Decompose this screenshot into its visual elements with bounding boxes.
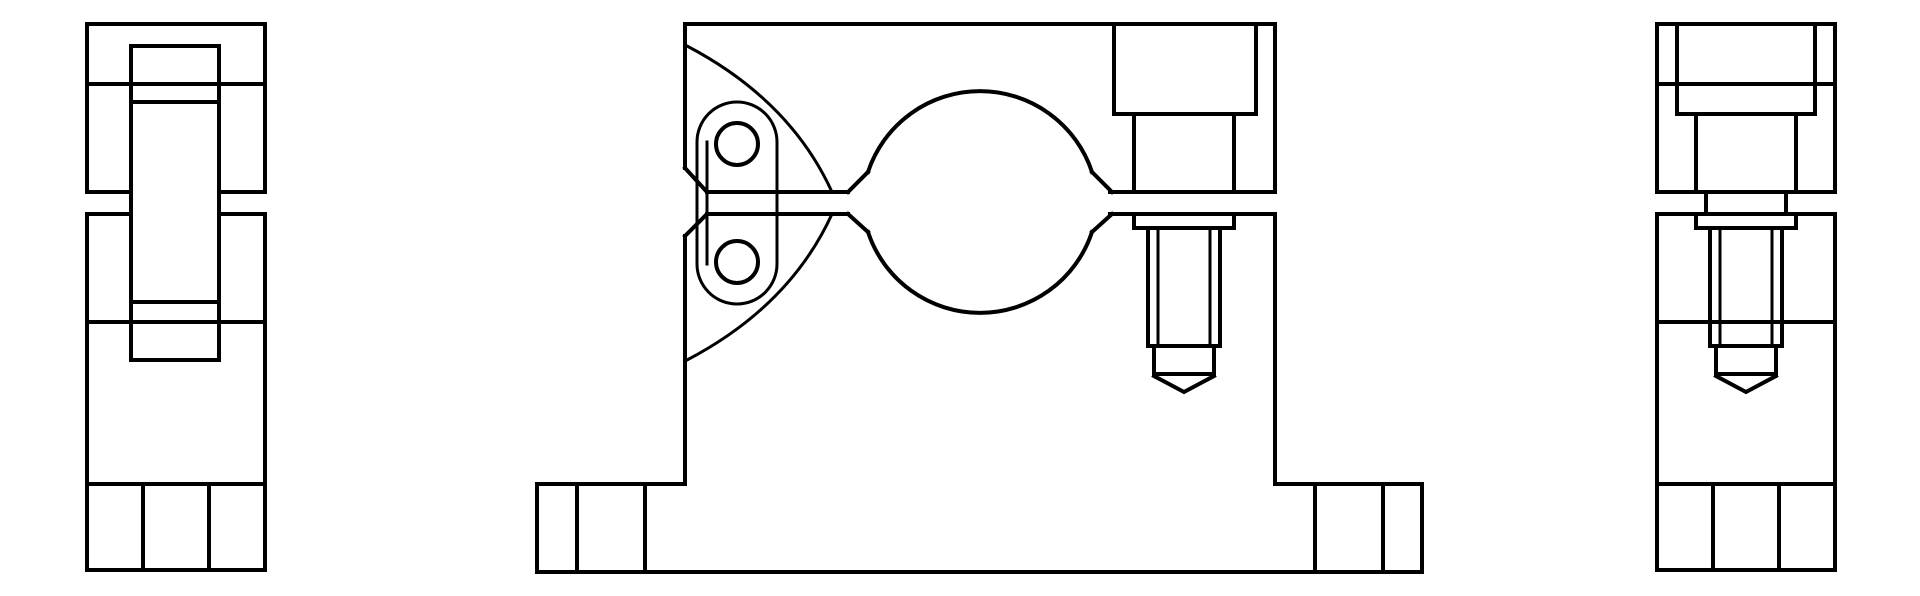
screw-tip-body <box>1152 344 1216 376</box>
screw-thread-outer <box>1146 226 1222 348</box>
screw-shank-gap <box>1704 190 1788 216</box>
bore-chamfer-ll <box>845 211 871 235</box>
screw-tip-point <box>1713 373 1779 395</box>
screw-shank-upper <box>1694 112 1798 194</box>
clamp-plate <box>129 44 221 362</box>
lower-housing-outline <box>535 212 1424 574</box>
screw-head <box>1675 22 1817 116</box>
pin-lower <box>714 239 760 285</box>
bore-chamfer-ur <box>1089 169 1115 195</box>
hinge-arc-lower <box>684 212 834 363</box>
screw-thread-outer <box>1708 226 1784 348</box>
bore-lower-arc <box>865 229 1095 315</box>
screw-washer <box>1694 212 1798 230</box>
bore-chamfer-ul <box>845 169 871 195</box>
right-side-view <box>1655 22 1837 572</box>
bore-chamfer-lr <box>1089 211 1115 235</box>
bore-upper-arc <box>865 89 1095 175</box>
screw-tip-point <box>1151 373 1217 395</box>
screw-tip-body <box>1714 344 1778 376</box>
front-view <box>535 22 1424 574</box>
screw-washer <box>1132 212 1236 230</box>
pin-upper <box>714 121 760 167</box>
hinge-arc-upper <box>684 43 834 194</box>
left-side-view <box>85 22 267 572</box>
screw-shank-upper <box>1132 112 1236 194</box>
link-plate <box>695 100 779 306</box>
lower-block <box>1655 212 1837 572</box>
